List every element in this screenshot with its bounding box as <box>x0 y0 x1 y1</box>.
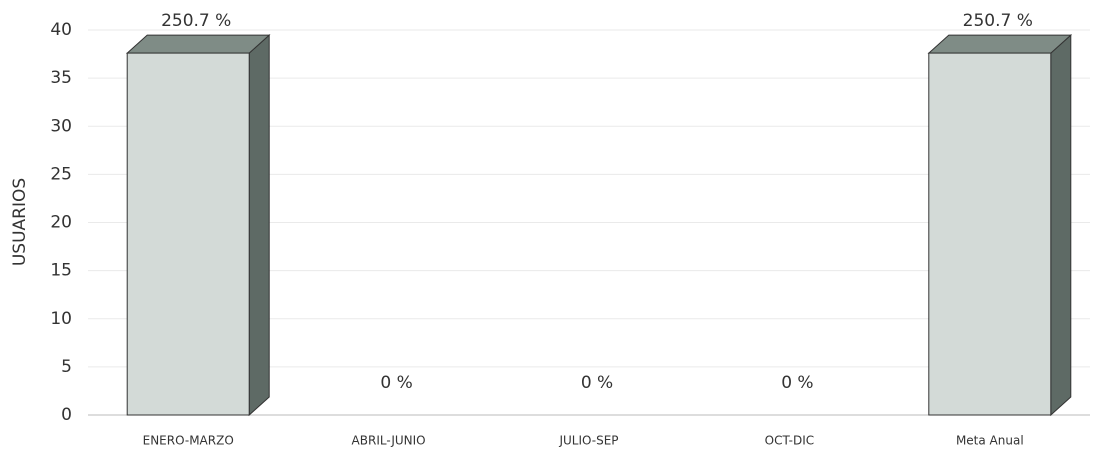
bar <box>126 52 250 416</box>
y-tick-label: 5 <box>61 357 72 377</box>
percent-label: 0 % <box>380 373 412 393</box>
x-tick-label: ABRIL-JUNIO <box>352 434 426 448</box>
x-tick-label: JULIO-SEP <box>558 434 618 448</box>
x-tick-label: ENERO-MARZO <box>143 434 234 448</box>
y-tick-label: 10 <box>50 309 72 329</box>
x-tick-label: OCT-DIC <box>765 434 815 448</box>
y-tick-label: 40 <box>50 20 72 40</box>
bar-top <box>125 34 271 54</box>
x-tick-label: Meta Anual <box>956 434 1024 448</box>
y-tick-label: 25 <box>50 164 72 184</box>
percent-label: 0 % <box>581 373 613 393</box>
y-tick-label: 20 <box>50 213 72 233</box>
percent-label: 0 % <box>781 373 813 393</box>
percent-label: 250.7 % <box>963 11 1033 31</box>
bar-side <box>1050 33 1072 417</box>
bar-top <box>927 34 1073 54</box>
y-tick-label: 15 <box>50 261 72 281</box>
y-axis-label: USUARIOS <box>10 178 30 266</box>
y-tick-label: 35 <box>50 68 72 88</box>
bar <box>928 52 1052 416</box>
y-tick-label: 0 <box>61 405 72 425</box>
bar-side <box>248 33 270 417</box>
percent-label: 250.7 % <box>161 11 231 31</box>
y-tick-label: 30 <box>50 116 72 136</box>
